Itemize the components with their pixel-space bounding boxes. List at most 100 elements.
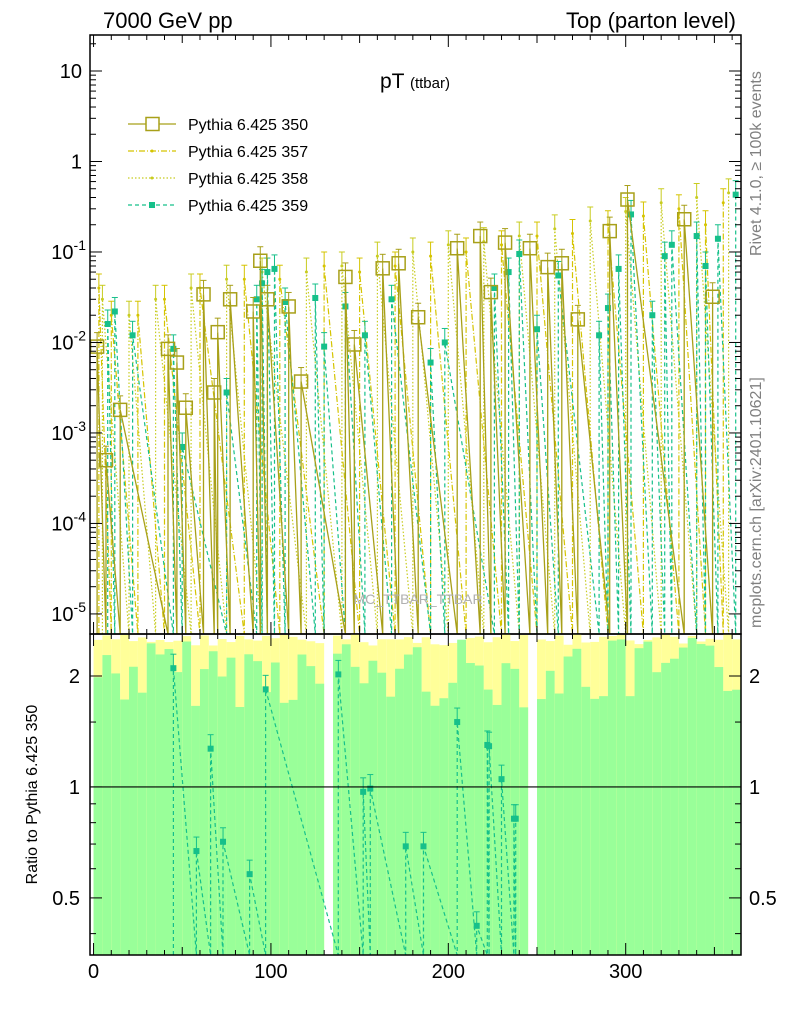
y-tick-label: 10-2 (51, 327, 86, 354)
series-357-point (500, 243, 504, 247)
series-359-point (259, 280, 266, 287)
series-350-point (253, 253, 268, 268)
ratio-y-tick-label-right: 2 (749, 666, 760, 688)
series-359-point (312, 295, 319, 302)
series-350-point (497, 235, 513, 250)
uncertainty-band-green (146, 643, 156, 955)
series-350-point (522, 240, 538, 256)
ratio-y-tick-label: 2 (69, 666, 80, 688)
series-357-point (136, 313, 140, 317)
uncertainty-band-green (474, 665, 484, 955)
uncertainty-band-green (377, 672, 387, 955)
uncertainty-band-green (217, 676, 227, 955)
watermark: MC_TTBAR_TTBAR (353, 591, 482, 607)
ratio-panel: 0 100 200 300 0.5 0.5 1 1 2 2 Ratio to Pythia 6.42… (24, 633, 777, 983)
series-358-point (100, 297, 104, 301)
uncertainty-band-green (439, 698, 449, 955)
series-359-point (534, 326, 541, 333)
y-tick-label: 1 (71, 151, 82, 173)
uncertainty-band-green (519, 707, 529, 955)
series-358-point (189, 286, 193, 290)
legend-label: Pythia 6.425 350 (188, 117, 308, 134)
uncertainty-band-green (244, 654, 254, 955)
ratio-359-point (498, 776, 505, 783)
series-350-point (281, 299, 296, 314)
uncertainty-band-green (253, 661, 263, 955)
y-tick-label: 10 (60, 61, 82, 83)
series-359-line (107, 194, 737, 635)
series-350-point (410, 309, 426, 325)
ratio-359-point (367, 785, 374, 792)
uncertainty-band-green (386, 696, 396, 955)
x-tick-label: 0 (88, 961, 99, 983)
y-tick-label: 10-5 (51, 599, 86, 626)
series-357-point (641, 214, 645, 218)
ratio-359-point (402, 843, 409, 850)
series-358-point (517, 234, 521, 238)
ratio-y-tick-label-right: 0.5 (749, 888, 777, 910)
series-359-point (170, 345, 177, 352)
uncertainty-band-green (315, 683, 325, 955)
series-359-point (604, 305, 611, 312)
series-358-point (340, 264, 344, 268)
uncertainty-band-green (155, 654, 165, 955)
uncertainty-band-green (137, 692, 147, 955)
x-tick-label: 200 (432, 961, 465, 983)
y-tick-label: 10-1 (51, 237, 86, 264)
series-358-point (411, 250, 415, 254)
uncertainty-band-green (563, 656, 573, 955)
series-357-point (97, 286, 101, 290)
uncertainty-band-green (297, 654, 307, 955)
uncertainty-band-green (448, 682, 458, 955)
uncertainty-band-green (545, 670, 555, 955)
series-359-point (516, 250, 523, 257)
ratio-y-axis-label: Ratio to Pythia 6.425 350 (24, 705, 41, 885)
series-350-point (375, 261, 390, 276)
legend-marker (149, 202, 155, 208)
series-350-point (347, 337, 362, 352)
series-350-point (602, 223, 617, 239)
series-359-point (111, 308, 118, 315)
series-350-point (391, 256, 406, 271)
series-357-point (278, 277, 282, 281)
uncertainty-band-green (554, 693, 564, 955)
uncertainty-band-green (599, 696, 608, 955)
uncertainty-band-green (395, 668, 404, 955)
uncertainty-band-green (164, 649, 174, 955)
series-350-point (178, 400, 194, 415)
uncertainty-band-green (120, 699, 130, 955)
series-350-point (245, 304, 261, 319)
x-tick-label: 100 (254, 961, 287, 983)
y-tick-label: 10-3 (51, 418, 86, 445)
series-358-point (588, 219, 592, 223)
series-359-point (129, 332, 136, 339)
uncertainty-band-green (696, 644, 706, 955)
uncertainty-band-green (350, 666, 360, 955)
header-process: Top (parton level) (566, 8, 736, 33)
uncertainty-band-green (590, 698, 600, 955)
uncertainty-band-green (678, 647, 688, 955)
series-357-point (393, 264, 397, 268)
uncertainty-band-green (93, 677, 103, 955)
series-357-point (570, 232, 574, 236)
uncertainty-band-green (457, 639, 467, 955)
legend-label: Pythia 6.425 358 (188, 171, 308, 188)
uncertainty-band-green (670, 658, 679, 955)
series-350-point (472, 228, 488, 244)
series-357-point (464, 250, 468, 254)
uncertainty-band-green (403, 654, 413, 955)
series-359-point (661, 253, 668, 260)
series-359-point (714, 235, 721, 242)
series-358-point (727, 191, 731, 195)
series-358-point (304, 270, 308, 274)
series-350-point (196, 287, 211, 302)
series-359-point (668, 241, 675, 248)
uncertainty-band-green (182, 641, 192, 955)
series-357-line (98, 202, 724, 635)
series-350-point (260, 292, 275, 307)
uncertainty-band-green (226, 657, 236, 955)
series-359-point (388, 296, 395, 303)
series-350-point (705, 289, 720, 305)
series-350-point (449, 240, 465, 256)
